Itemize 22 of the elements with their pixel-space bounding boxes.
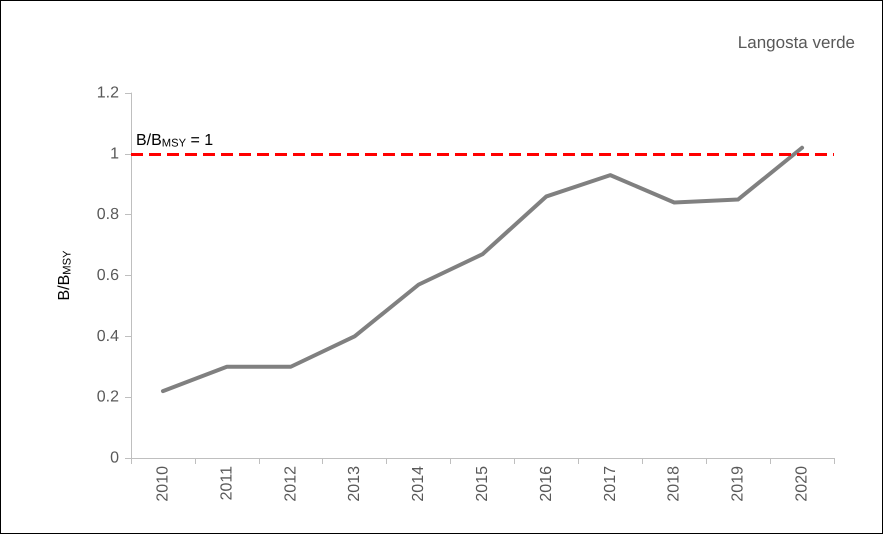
- x-tick-label: 2020: [794, 466, 811, 502]
- y-tick-label: 0.4: [96, 328, 120, 345]
- y-tick-label: 0.8: [96, 206, 120, 224]
- x-tick-label: 2011: [218, 466, 236, 500]
- y-tick-label: 0.6: [96, 267, 120, 284]
- x-tick-label: 2012: [282, 466, 300, 502]
- x-tick-label: 2010: [154, 466, 172, 502]
- x-tick-label: 2014: [410, 466, 428, 502]
- y-axis-title: B/BMSY: [56, 250, 74, 301]
- x-tick-label: 2018: [666, 466, 683, 502]
- x-tick-label: 2015: [474, 466, 491, 502]
- x-tick-label: 2019: [730, 466, 747, 502]
- line-series: [160, 146, 804, 394]
- y-tick-label: 1.2: [96, 84, 120, 102]
- x-tick-label: 2016: [538, 466, 555, 502]
- y-tick-label: 1: [110, 145, 120, 162]
- chart-title: Langosta verde: [738, 33, 856, 52]
- x-tick-label: 2017: [602, 466, 619, 502]
- y-tick-label: 0: [110, 450, 120, 466]
- x-tick-label: 2013: [346, 466, 364, 502]
- ref-line-label: B/BMSY = 1: [136, 132, 214, 150]
- y-tick-label: 0.2: [96, 388, 120, 406]
